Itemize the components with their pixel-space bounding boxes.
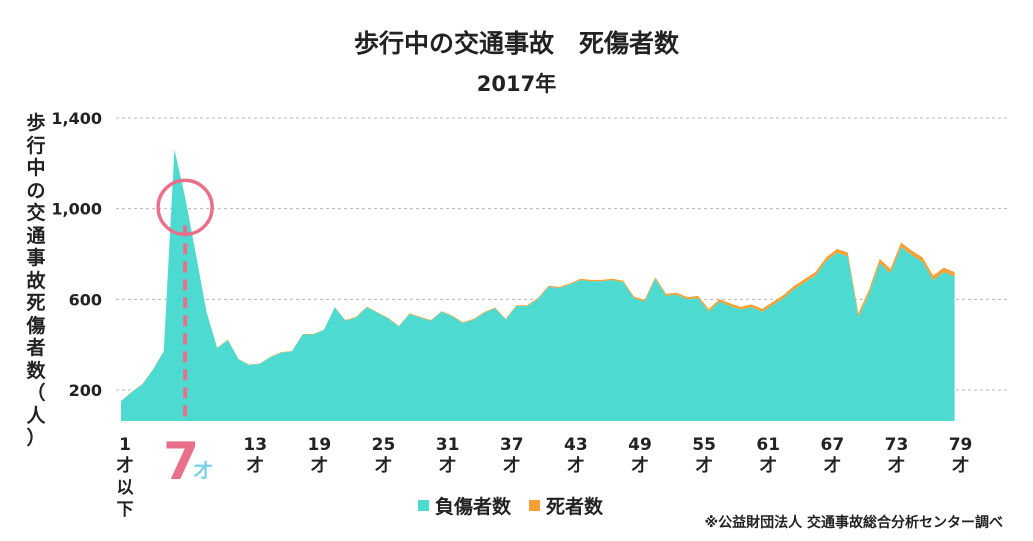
- x-tick-label-char: 才: [952, 455, 969, 476]
- y-axis-label-char: ）: [26, 427, 46, 449]
- y-axis-label: 歩行中の交通事故死傷者数（人）: [23, 112, 49, 450]
- x-tick-label: 31: [436, 435, 460, 455]
- annotation-label-number: 7: [163, 432, 199, 492]
- y-axis-label-char: 交: [26, 202, 46, 224]
- legend-label-injured: 負傷者数: [435, 496, 512, 518]
- y-tick-label: 200: [69, 381, 102, 400]
- y-axis-label-char: 死: [26, 292, 46, 314]
- legend-swatch-injured: [418, 500, 429, 511]
- x-tick-label: 25: [372, 435, 396, 455]
- y-axis-label-char: 事: [26, 247, 46, 269]
- x-tick-label-char: 才: [311, 455, 328, 476]
- y-tick-label: 1,000: [51, 200, 102, 219]
- legend-label-deaths: 死者数: [546, 496, 604, 518]
- x-tick-label-char: 才: [888, 455, 905, 476]
- x-tick-label: 49: [628, 435, 652, 455]
- x-tick-label: 43: [564, 435, 588, 455]
- annotation-label-suffix: 才: [194, 459, 213, 482]
- y-axis-label-char: 故: [26, 269, 46, 292]
- y-axis-label-char: 者: [26, 337, 46, 359]
- y-axis-label-char: 数: [26, 359, 46, 382]
- legend: 負傷者数 死者数: [418, 492, 621, 519]
- x-tick-label: 1: [119, 435, 131, 455]
- y-axis-label-char: 行: [26, 134, 46, 157]
- x-tick-label-char: 才: [631, 455, 648, 476]
- chart-subtitle: 2017年: [476, 72, 557, 96]
- x-tick-label: 19: [308, 435, 332, 455]
- x-tick-label: 79: [949, 435, 973, 455]
- x-tick-label: 37: [500, 435, 524, 455]
- x-tick-label-char: 以: [117, 478, 134, 498]
- x-tick-label-char: 才: [567, 455, 584, 476]
- y-axis-label-char: 歩: [26, 112, 46, 134]
- source-note: ※公益財団法人 交通事故総合分析センター調べ: [704, 515, 1003, 531]
- x-tick-label-char: 才: [375, 455, 392, 476]
- x-tick-label-char: 才: [117, 455, 134, 476]
- y-axis-label-char: 傷: [26, 314, 46, 337]
- y-axis-label-char: 中: [26, 157, 46, 179]
- annotation-circle: [156, 178, 214, 237]
- series-area-injured: [121, 149, 955, 421]
- x-tick-label-char: 下: [117, 500, 134, 520]
- x-tick-label: 61: [756, 435, 780, 455]
- legend-item-deaths: 死者数: [529, 492, 603, 519]
- legend-item-injured: 負傷者数: [418, 492, 511, 519]
- x-tick-label: 73: [885, 435, 909, 455]
- legend-swatch-deaths: [529, 500, 541, 511]
- chart-title: 歩行中の交通事故 死傷者数: [353, 29, 679, 58]
- x-tick-label-char: 才: [696, 455, 713, 476]
- y-axis-label-char: 人: [26, 404, 46, 427]
- x-tick-label: 67: [820, 435, 844, 455]
- y-axis-label-char: 通: [26, 224, 46, 247]
- y-tick-label: 600: [69, 290, 102, 309]
- y-axis-label-char: の: [26, 179, 46, 202]
- x-tick-label-char: 才: [760, 455, 777, 476]
- y-axis-label-char: （: [26, 382, 46, 404]
- x-tick-label: 55: [692, 435, 716, 455]
- y-tick-label: 1,400: [51, 109, 102, 128]
- x-tick-label-char: 才: [439, 455, 456, 476]
- x-tick-label-char: 才: [503, 455, 520, 476]
- x-tick-label-char: 才: [247, 455, 264, 476]
- x-tick-label-char: 才: [824, 455, 841, 476]
- x-tick-label: 13: [243, 435, 267, 455]
